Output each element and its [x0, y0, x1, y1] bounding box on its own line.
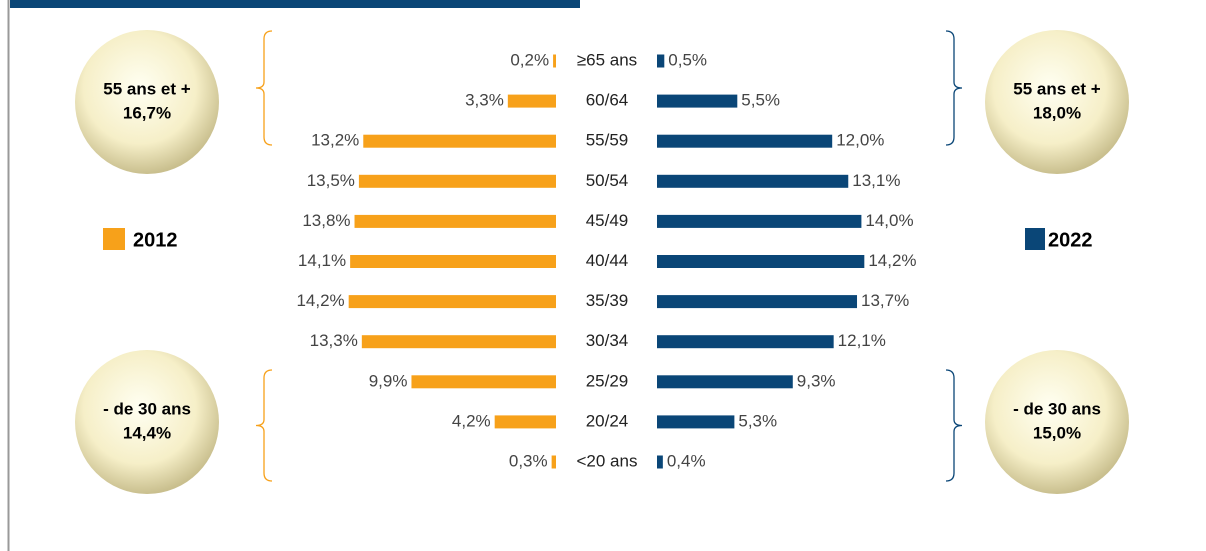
value-label: 5,3% [738, 411, 777, 430]
value-label: 12,0% [836, 131, 884, 150]
annotation-value: 15,0% [1033, 423, 1081, 442]
bar [657, 255, 865, 268]
brace [945, 30, 963, 146]
bar [507, 94, 556, 108]
category-label: 30/34 [586, 331, 629, 350]
legend-swatch [103, 228, 125, 250]
value-label: 12,1% [838, 331, 886, 350]
annotation-title: 55 ans et + [103, 79, 190, 98]
category-label: 35/39 [586, 291, 629, 310]
category-label: 60/64 [586, 91, 629, 110]
category-label: 25/29 [586, 371, 629, 390]
value-label: 13,5% [307, 171, 355, 190]
annotation-bubble [985, 350, 1129, 494]
bar [657, 455, 663, 469]
category-label: 20/24 [586, 411, 629, 430]
brace [255, 30, 273, 146]
category-label: <20 ans [577, 451, 638, 470]
annotation-value: 18,0% [1033, 103, 1081, 122]
bar [657, 415, 735, 429]
value-label: 14,0% [865, 211, 913, 230]
annotation-bubble [75, 30, 219, 174]
bar [361, 335, 556, 349]
value-label: 0,3% [509, 451, 548, 470]
bar [657, 375, 793, 389]
bar [354, 214, 556, 228]
brace [255, 369, 273, 482]
value-label: 9,3% [797, 371, 836, 390]
annotation-value: 14,4% [123, 423, 171, 442]
brace [945, 369, 963, 482]
bar [350, 255, 556, 268]
bar [657, 295, 858, 309]
value-label: 13,8% [302, 211, 350, 230]
bar [363, 134, 556, 148]
category-label: ≥65 ans [577, 50, 637, 69]
header-band [10, 0, 580, 8]
legend-swatch [1025, 228, 1045, 250]
annotation-title: - de 30 ans [103, 399, 191, 418]
legend-label: 2022 [1048, 229, 1093, 251]
bar [657, 54, 665, 68]
value-label: 13,7% [861, 291, 909, 310]
bar [657, 214, 862, 228]
value-label: 9,9% [369, 371, 408, 390]
bar [657, 134, 833, 148]
bar [348, 295, 556, 309]
value-label: 5,5% [741, 91, 780, 110]
annotation-title: - de 30 ans [1013, 399, 1101, 418]
bar [551, 455, 556, 469]
value-label: 13,1% [852, 171, 900, 190]
value-label: 14,1% [298, 251, 346, 270]
value-label: 4,2% [452, 411, 491, 430]
category-label: 50/54 [586, 171, 629, 190]
annotation-value: 16,7% [123, 103, 171, 122]
category-label: 55/59 [586, 131, 629, 150]
value-label: 13,3% [310, 331, 358, 350]
category-label: 45/49 [586, 211, 629, 230]
value-label: 0,4% [667, 451, 706, 470]
value-label: 14,2% [296, 291, 344, 310]
bar [657, 335, 834, 349]
value-label: 14,2% [868, 251, 916, 270]
annotation-bubble [985, 30, 1129, 174]
bar [657, 94, 738, 108]
value-label: 13,2% [311, 131, 359, 150]
annotation-title: 55 ans et + [1013, 79, 1100, 98]
legend-label: 2012 [133, 229, 178, 251]
bar [411, 375, 556, 389]
bar [358, 174, 556, 188]
value-label: 0,2% [510, 50, 549, 69]
annotation-bubble [75, 350, 219, 494]
bar [494, 415, 556, 429]
value-label: 0,5% [668, 50, 707, 69]
category-label: 40/44 [586, 251, 629, 270]
value-label: 3,3% [465, 91, 504, 110]
bar [657, 174, 849, 188]
bar [553, 54, 556, 68]
